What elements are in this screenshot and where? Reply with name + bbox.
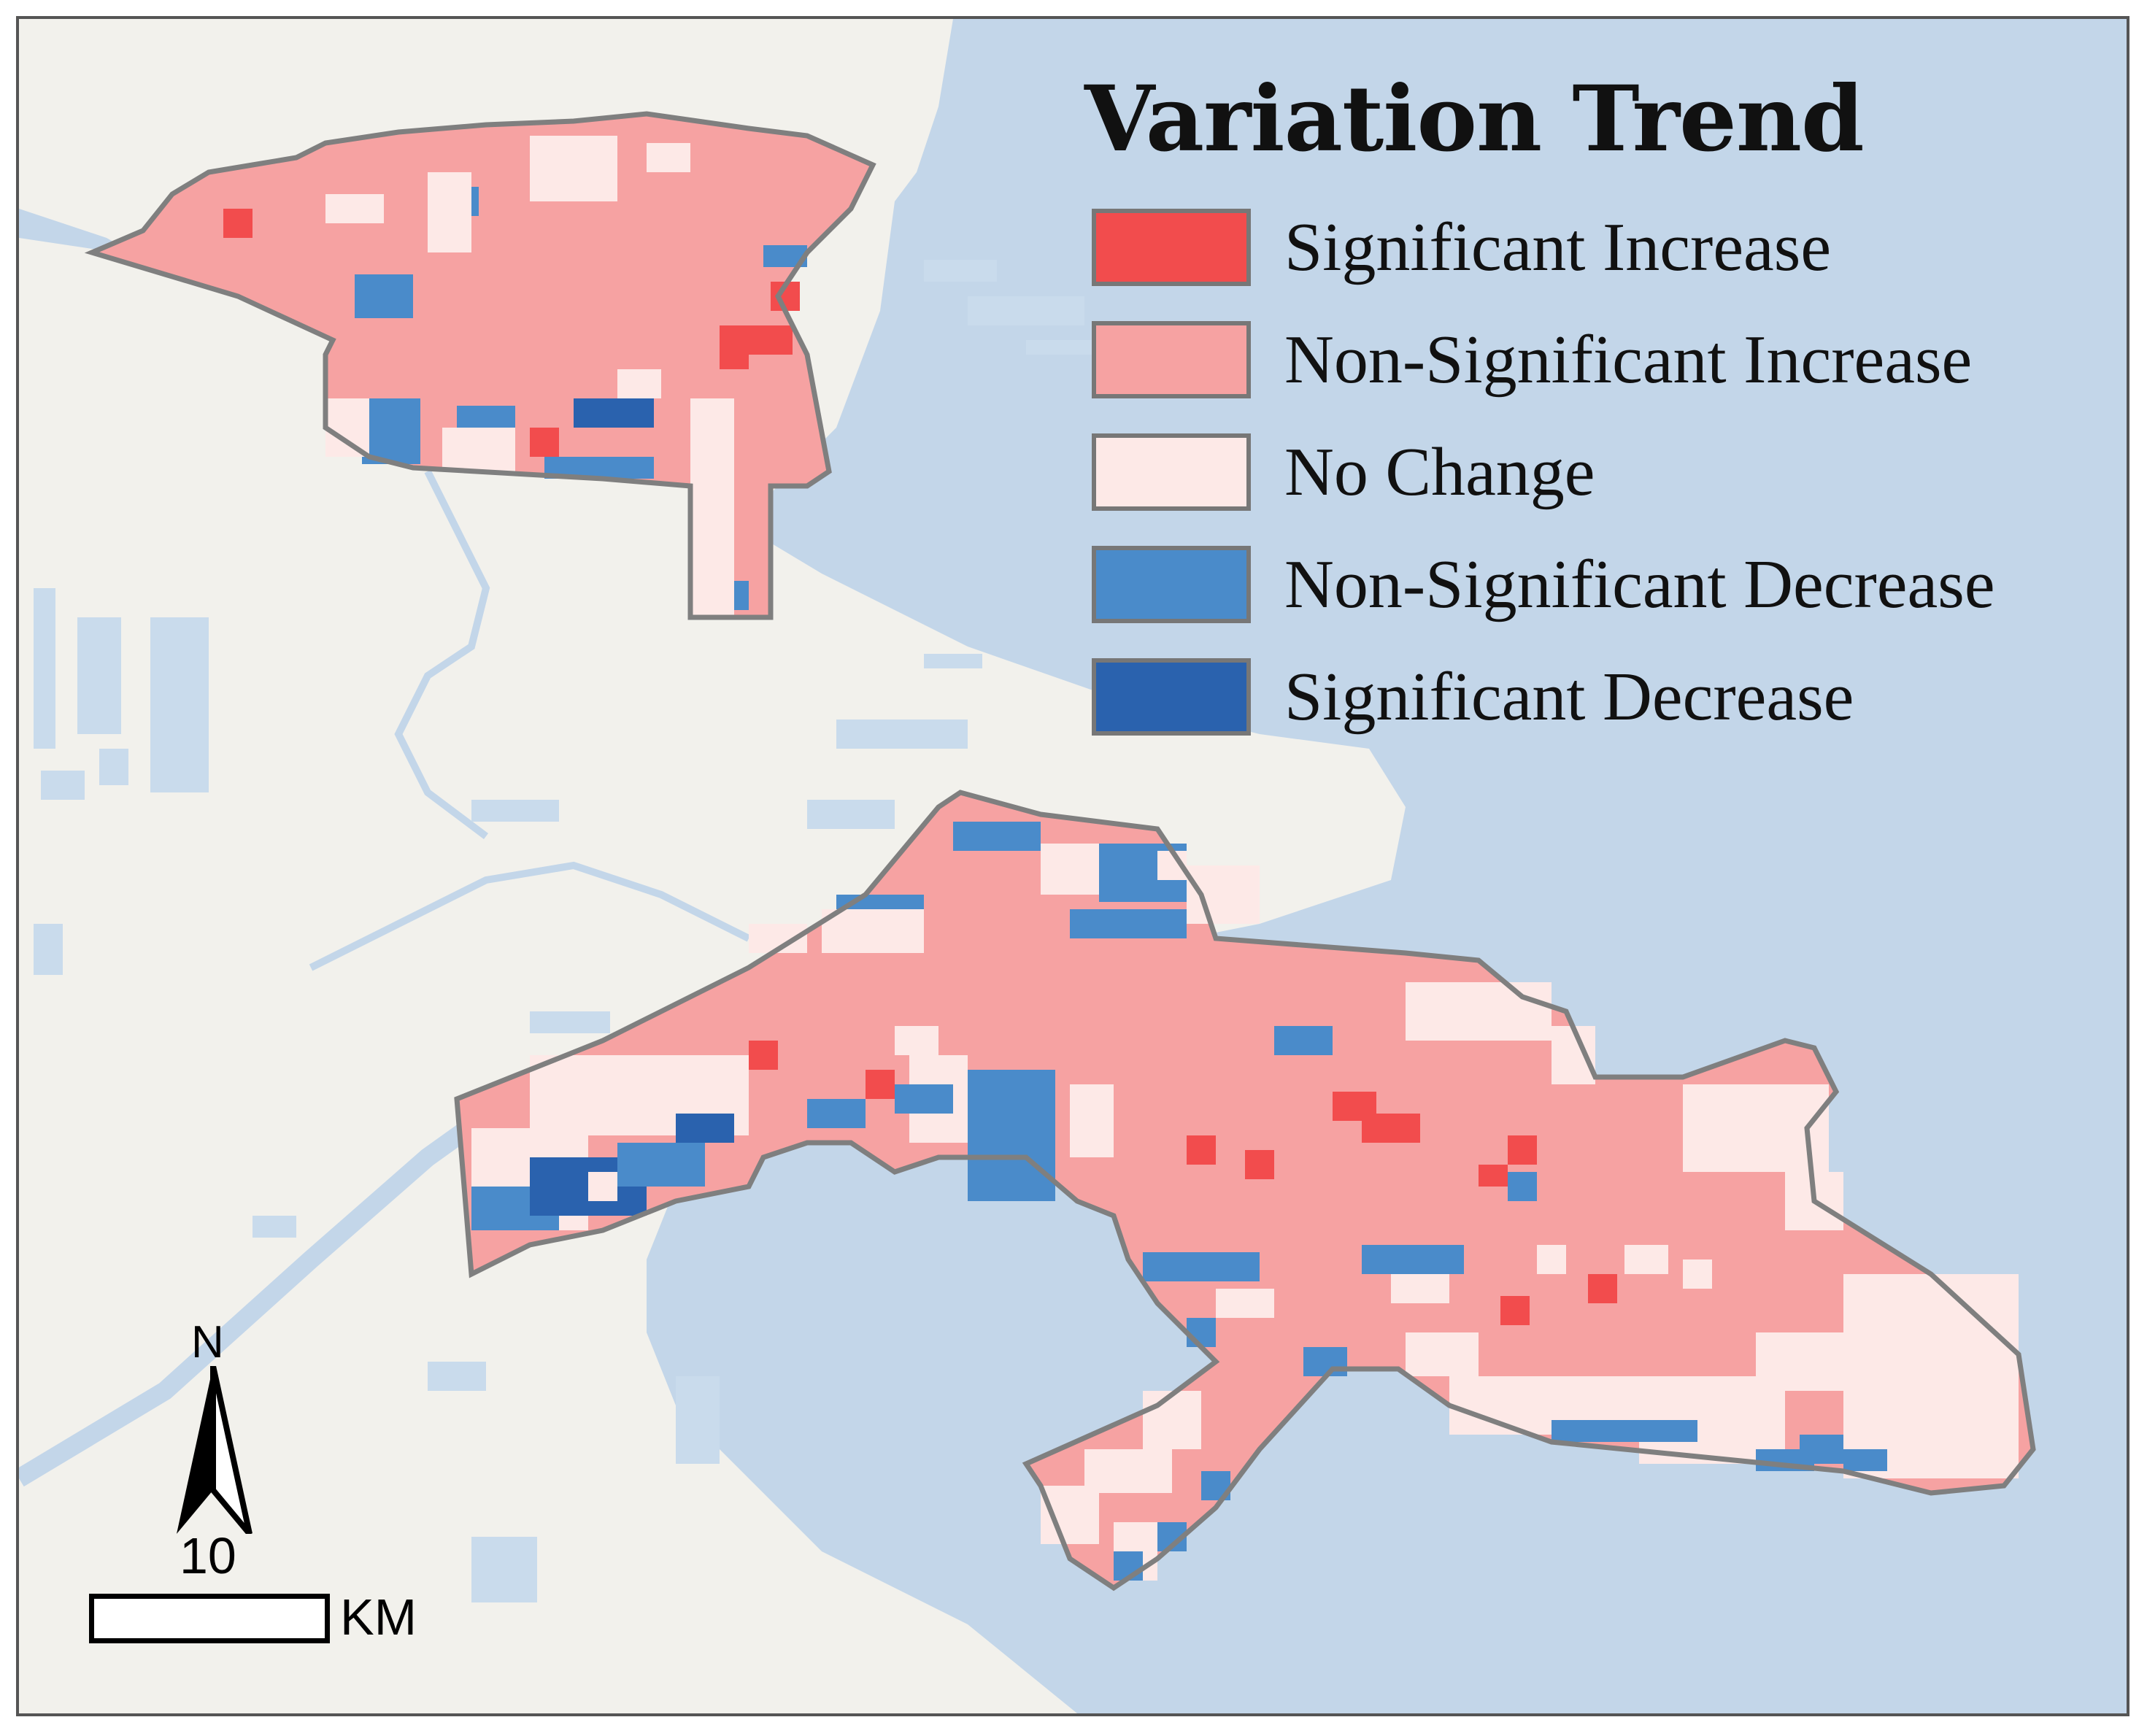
legend-swatch — [1092, 209, 1251, 287]
north-arrow-icon — [177, 1366, 253, 1534]
scale-bar-value: 10 — [180, 1527, 236, 1584]
legend-swatch — [1092, 658, 1251, 736]
legend-swatch — [1092, 321, 1251, 399]
legend-label: Significant Decrease — [1284, 659, 1854, 736]
legend-label: No Change — [1284, 434, 1595, 511]
legend-label: Non-Significant Decrease — [1284, 547, 1995, 623]
north-cells — [223, 136, 807, 617]
study-area-north-outline — [84, 111, 876, 620]
river-small — [394, 469, 490, 839]
legend-item: No Change — [1063, 416, 2113, 528]
study-area-north — [92, 114, 873, 617]
legend-item: Significant Increase — [1063, 191, 2113, 304]
legend-label: Significant Increase — [1284, 209, 1832, 286]
river-small-2 — [309, 861, 751, 971]
study-area-south-outline — [454, 790, 2036, 1592]
legend: Variation Trend Significant Increase Non-… — [1063, 66, 2113, 753]
land-mainland-main — [19, 238, 1406, 1713]
legend-item: Significant Decrease — [1063, 641, 2113, 753]
map-frame: Variation Trend Significant Increase Non-… — [16, 16, 2129, 1716]
scale-bar-unit: KM — [340, 1589, 417, 1646]
scale-bar — [89, 1594, 330, 1643]
north-arrow-label: N — [191, 1317, 224, 1367]
legend-rows: Significant Increase Non-Significant Incr… — [1063, 191, 2113, 753]
legend-item: Non-Significant Increase — [1063, 304, 2113, 416]
legend-swatch — [1092, 433, 1251, 512]
legend-title: Variation Trend — [1084, 66, 1865, 172]
legend-item: Non-Significant Decrease — [1063, 528, 2113, 641]
map-canvas — [19, 19, 2036, 1713]
legend-swatch — [1092, 546, 1251, 624]
legend-label: Non-Significant Increase — [1284, 322, 1973, 398]
